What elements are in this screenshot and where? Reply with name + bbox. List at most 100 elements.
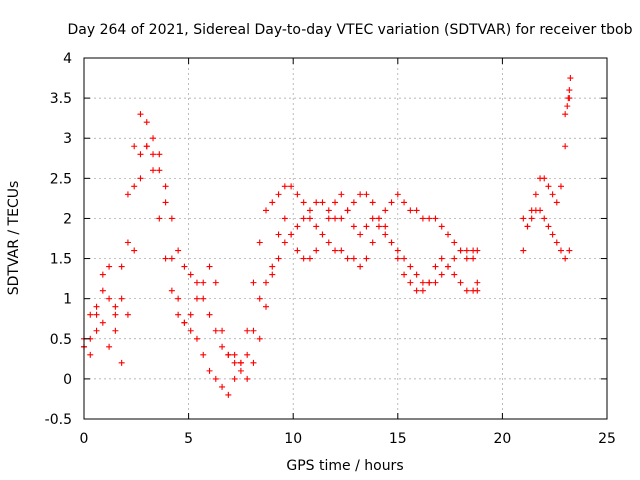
data-point (344, 255, 351, 262)
data-point (325, 207, 332, 214)
data-point (206, 263, 213, 270)
data-point (375, 215, 382, 222)
data-point (263, 303, 270, 310)
data-point (156, 151, 163, 158)
data-point (131, 183, 138, 190)
data-point (520, 215, 527, 222)
data-point (231, 359, 238, 366)
data-point (187, 311, 194, 318)
data-point (181, 263, 188, 270)
data-point (162, 255, 169, 262)
data-point (382, 223, 389, 230)
data-point (150, 135, 157, 142)
data-point (319, 199, 326, 206)
data-point (93, 327, 100, 334)
data-point (131, 247, 138, 254)
y-tick-label: 0 (63, 372, 72, 388)
data-point (294, 247, 301, 254)
data-point (175, 247, 182, 254)
data-point (474, 287, 481, 294)
data-point (445, 231, 452, 238)
data-point (566, 247, 573, 254)
y-tick-label: 2 (63, 211, 72, 227)
data-point (219, 343, 226, 350)
data-point (131, 143, 138, 150)
data-point (532, 191, 539, 198)
plot-frame (83, 57, 608, 420)
y-tick-label: 4 (63, 51, 72, 67)
x-tick-label: 0 (80, 431, 89, 447)
grid (84, 58, 607, 419)
data-point (250, 327, 257, 334)
data-point (306, 207, 313, 214)
x-tick-label: 25 (598, 431, 616, 447)
data-point (112, 327, 119, 334)
data-point (256, 239, 263, 246)
x-tick-label: 15 (389, 431, 407, 447)
data-point (382, 231, 389, 238)
x-tick-label: 10 (284, 431, 302, 447)
data-point (294, 191, 301, 198)
data-point (300, 215, 307, 222)
data-point (124, 191, 131, 198)
data-point (541, 175, 548, 182)
data-point (256, 335, 263, 342)
data-point (451, 239, 458, 246)
data-point (306, 215, 313, 222)
data-point (470, 255, 477, 262)
data-point (263, 279, 270, 286)
y-tick-label: -0.5 (45, 412, 72, 428)
data-point (407, 279, 414, 286)
data-point (457, 279, 464, 286)
data-point (193, 295, 200, 302)
data-point (413, 271, 420, 278)
data-point (363, 191, 370, 198)
data-point (419, 287, 426, 294)
data-point (281, 183, 288, 190)
data-point (143, 119, 150, 126)
data-point (306, 255, 313, 262)
data-point (528, 215, 535, 222)
data-point (369, 215, 376, 222)
data-point (388, 199, 395, 206)
data-point (332, 247, 339, 254)
data-point (419, 215, 426, 222)
data-point (564, 103, 571, 110)
data-point (275, 255, 282, 262)
y-tick-label: 1.5 (50, 252, 72, 268)
data-point (463, 287, 470, 294)
data-point (193, 335, 200, 342)
data-point (549, 191, 556, 198)
data-point (313, 223, 320, 230)
data-point (137, 175, 144, 182)
y-tick-label: 0.5 (50, 332, 72, 348)
data-point (181, 319, 188, 326)
data-point (325, 215, 332, 222)
data-point (451, 271, 458, 278)
data-point (137, 111, 144, 118)
data-point (313, 247, 320, 254)
data-point (294, 223, 301, 230)
data-point (175, 295, 182, 302)
data-point (369, 239, 376, 246)
chart-title: Day 264 of 2021, Sidereal Day-to-day VTE… (67, 22, 632, 38)
data-point (567, 75, 574, 82)
data-point (338, 215, 345, 222)
data-point (382, 207, 389, 214)
data-point (407, 263, 414, 270)
data-point (363, 255, 370, 262)
data-point (350, 199, 357, 206)
data-point (350, 223, 357, 230)
data-point (231, 375, 238, 382)
data-point (419, 279, 426, 286)
data-point (332, 215, 339, 222)
data-point (112, 303, 119, 310)
data-point (124, 239, 131, 246)
data-point (562, 255, 569, 262)
data-point (124, 311, 131, 318)
data-point (537, 207, 544, 214)
data-point (432, 279, 439, 286)
data-point (187, 271, 194, 278)
series-track-a (81, 111, 481, 366)
data-point (545, 223, 552, 230)
